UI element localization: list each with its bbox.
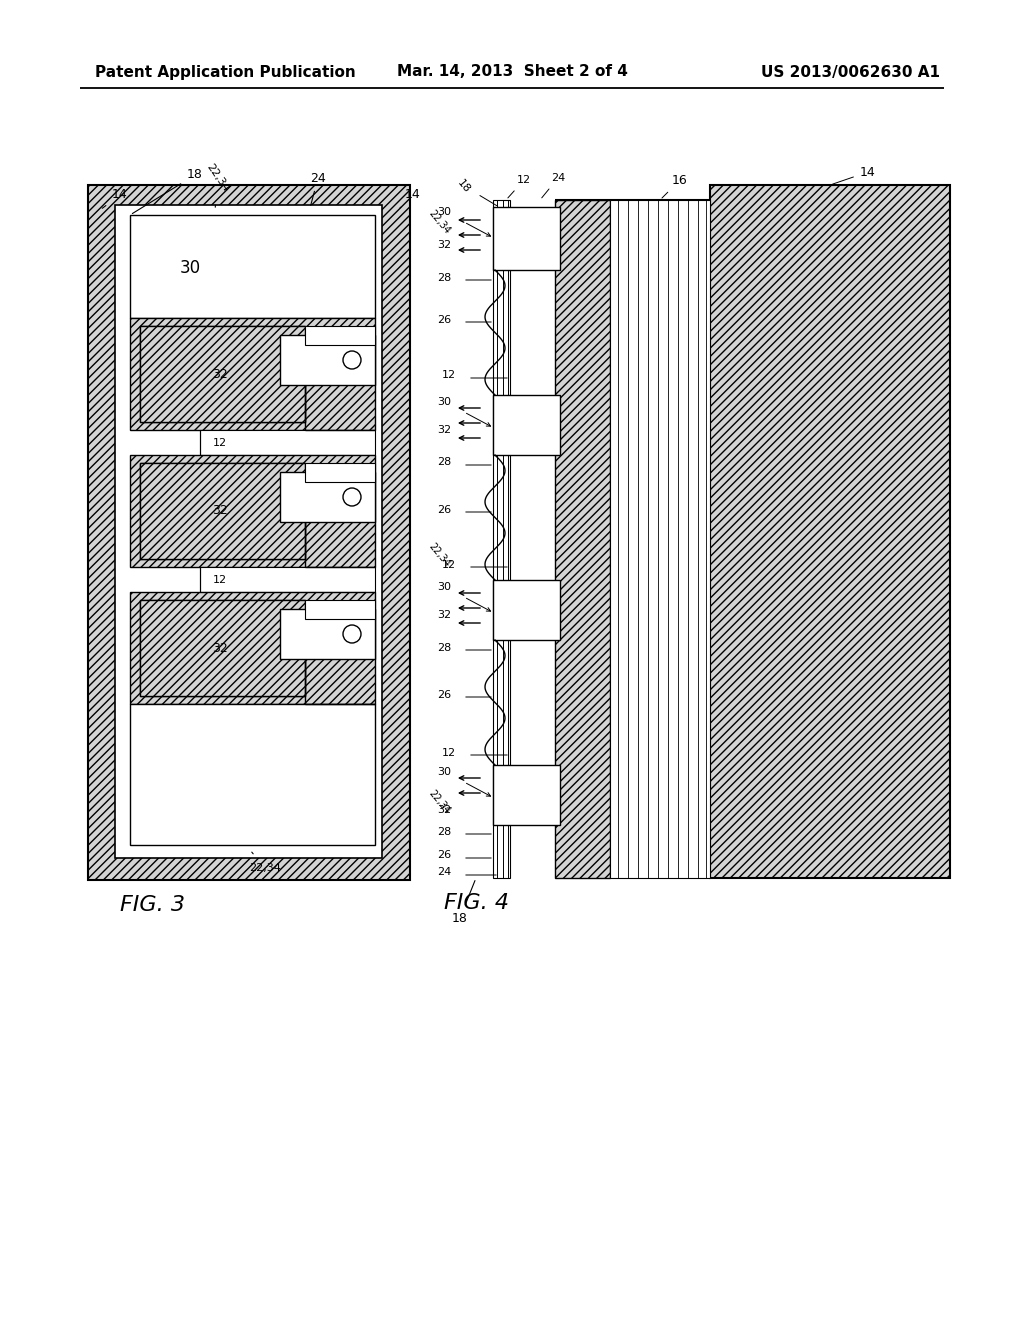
Bar <box>493 579 560 640</box>
Text: 22,34: 22,34 <box>426 788 452 816</box>
Text: 30: 30 <box>437 582 451 591</box>
Text: 16: 16 <box>662 173 688 198</box>
Text: FIG. 3: FIG. 3 <box>120 895 184 915</box>
Text: 32: 32 <box>212 368 228 381</box>
Text: 28: 28 <box>437 828 451 837</box>
Text: 12: 12 <box>508 176 531 198</box>
Text: 28: 28 <box>437 273 451 282</box>
Text: 14: 14 <box>400 189 421 209</box>
Text: Patent Application Publication: Patent Application Publication <box>95 65 355 79</box>
Text: 24: 24 <box>310 172 326 206</box>
Text: 30: 30 <box>437 207 451 216</box>
Text: 32: 32 <box>437 425 451 436</box>
Bar <box>555 201 610 878</box>
Text: 28: 28 <box>437 457 451 467</box>
Text: 12: 12 <box>213 576 227 585</box>
Bar <box>280 473 375 521</box>
Bar <box>493 766 560 825</box>
Text: 32: 32 <box>212 642 228 655</box>
Text: 26: 26 <box>437 506 451 515</box>
Bar <box>130 455 375 568</box>
Bar <box>140 326 305 422</box>
Bar <box>140 601 305 696</box>
Text: 22,34: 22,34 <box>426 209 452 236</box>
Text: 24: 24 <box>437 867 451 876</box>
Text: 12: 12 <box>213 438 227 447</box>
Bar <box>710 185 950 878</box>
Text: 12: 12 <box>442 560 456 570</box>
Bar <box>130 318 375 430</box>
Text: 32: 32 <box>212 504 228 517</box>
Bar <box>610 201 710 878</box>
Bar <box>493 207 560 271</box>
Text: US 2013/0062630 A1: US 2013/0062630 A1 <box>761 65 940 79</box>
Bar <box>280 609 375 659</box>
Bar <box>130 704 375 845</box>
Bar <box>140 601 305 696</box>
Bar <box>493 395 560 455</box>
Text: 26: 26 <box>437 690 451 700</box>
Text: 22,34: 22,34 <box>205 162 231 207</box>
Bar <box>115 205 382 858</box>
Text: 18: 18 <box>132 169 203 214</box>
Text: 14: 14 <box>102 189 128 209</box>
Bar <box>305 601 375 619</box>
Text: 22,34: 22,34 <box>249 853 281 873</box>
Text: 24: 24 <box>542 173 565 198</box>
Text: 32: 32 <box>437 805 451 814</box>
Text: 18: 18 <box>456 177 497 206</box>
Text: 30: 30 <box>179 259 201 277</box>
Text: 30: 30 <box>437 397 451 407</box>
Bar <box>305 463 375 482</box>
Text: FIG. 4: FIG. 4 <box>443 894 509 913</box>
Text: 32: 32 <box>437 240 451 249</box>
Text: 30: 30 <box>437 767 451 777</box>
Bar <box>88 185 410 880</box>
Text: 18: 18 <box>452 880 475 924</box>
Text: 22,34: 22,34 <box>426 541 452 569</box>
Bar <box>130 215 375 318</box>
Bar <box>493 201 510 878</box>
Text: 26: 26 <box>437 315 451 325</box>
Bar <box>305 326 375 345</box>
Bar <box>200 568 375 591</box>
Text: 32: 32 <box>437 610 451 620</box>
Bar <box>200 430 375 455</box>
Text: 26: 26 <box>437 850 451 861</box>
Bar <box>130 591 375 704</box>
Bar <box>280 335 375 385</box>
Text: 12: 12 <box>442 370 456 380</box>
Text: 12: 12 <box>442 748 456 758</box>
Bar <box>140 463 305 558</box>
Text: 28: 28 <box>437 643 451 653</box>
Text: 14: 14 <box>833 165 876 183</box>
Bar <box>140 326 305 422</box>
Text: Mar. 14, 2013  Sheet 2 of 4: Mar. 14, 2013 Sheet 2 of 4 <box>396 65 628 79</box>
Bar <box>140 463 305 558</box>
